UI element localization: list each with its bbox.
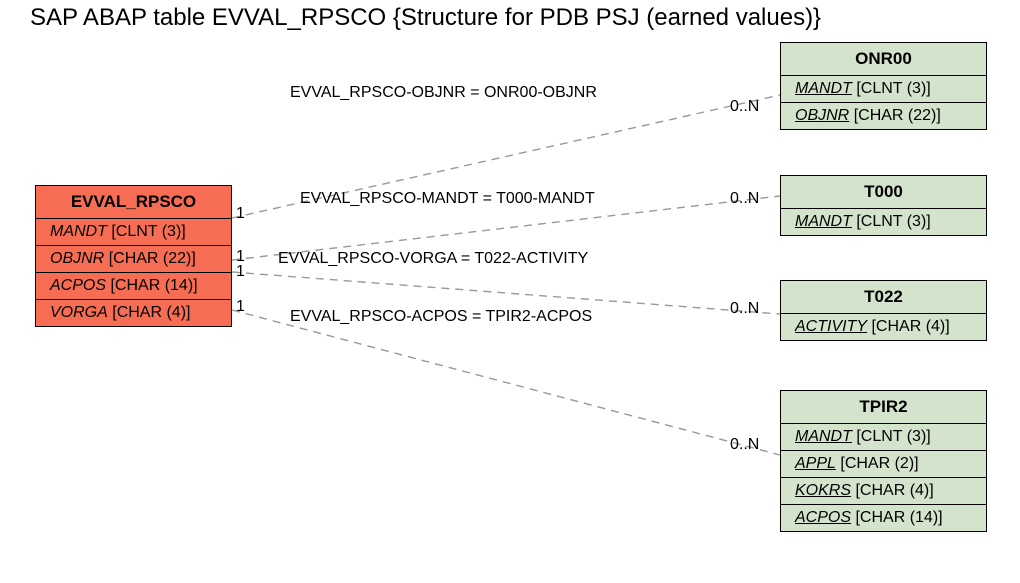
table-row: OBJNR [CHAR (22)]	[36, 246, 231, 273]
table-tpir2: TPIR2 MANDT [CLNT (3)] APPL [CHAR (2)] K…	[780, 390, 987, 532]
table-header: EVVAL_RPSCO	[36, 186, 231, 219]
table-row: OBJNR [CHAR (22)]	[781, 103, 986, 129]
table-row: VORGA [CHAR (4)]	[36, 300, 231, 326]
multiplicity-right: 0..N	[730, 436, 759, 454]
edge-label-t022: EVVAL_RPSCO-VORGA = T022-ACTIVITY	[278, 250, 588, 268]
table-row: ACTIVITY [CHAR (4)]	[781, 314, 986, 340]
multiplicity-right: 0..N	[730, 190, 759, 208]
table-t022: T022 ACTIVITY [CHAR (4)]	[780, 280, 987, 341]
multiplicity-left: 1	[236, 205, 245, 223]
multiplicity-right: 0..N	[730, 98, 759, 116]
table-t000: T000 MANDT [CLNT (3)]	[780, 175, 987, 236]
table-header: TPIR2	[781, 391, 986, 424]
table-header: T000	[781, 176, 986, 209]
edge-label-onr00: EVVAL_RPSCO-OBJNR = ONR00-OBJNR	[290, 84, 597, 102]
table-row: MANDT [CLNT (3)]	[36, 219, 231, 246]
edge-label-tpir2: EVVAL_RPSCO-ACPOS = TPIR2-ACPOS	[290, 308, 592, 326]
edge-label-t000: EVVAL_RPSCO-MANDT = T000-MANDT	[300, 190, 595, 208]
table-row: KOKRS [CHAR (4)]	[781, 478, 986, 505]
diagram-stage: SAP ABAP table EVVAL_RPSCO {Structure fo…	[0, 0, 1020, 583]
table-row: MANDT [CLNT (3)]	[781, 76, 986, 103]
table-row: APPL [CHAR (2)]	[781, 451, 986, 478]
multiplicity-left: 1	[236, 263, 245, 281]
table-row: MANDT [CLNT (3)]	[781, 209, 986, 235]
edge-line-tpir2	[232, 310, 780, 455]
multiplicity-right: 0..N	[730, 300, 759, 318]
table-header: T022	[781, 281, 986, 314]
table-row: ACPOS [CHAR (14)]	[36, 273, 231, 300]
page-title: SAP ABAP table EVVAL_RPSCO {Structure fo…	[30, 4, 821, 32]
table-header: ONR00	[781, 43, 986, 76]
table-row: ACPOS [CHAR (14)]	[781, 505, 986, 531]
table-row: MANDT [CLNT (3)]	[781, 424, 986, 451]
table-evval-rpsco: EVVAL_RPSCO MANDT [CLNT (3)] OBJNR [CHAR…	[35, 185, 232, 327]
table-onr00: ONR00 MANDT [CLNT (3)] OBJNR [CHAR (22)]	[780, 42, 987, 130]
multiplicity-left: 1	[236, 298, 245, 316]
